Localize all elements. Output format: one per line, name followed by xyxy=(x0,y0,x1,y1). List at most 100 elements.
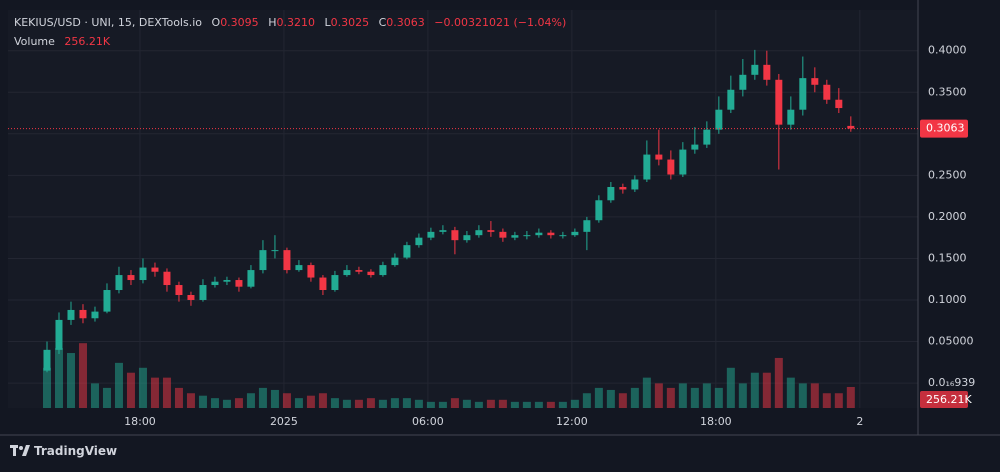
volume-bar xyxy=(366,398,375,408)
volume-bar xyxy=(438,401,447,408)
volume-bar xyxy=(330,398,339,408)
header-line: KEKIUS/USD · UNI, 15, DEXTools.io O0.309… xyxy=(14,16,566,29)
volume-bar xyxy=(678,383,687,408)
volume-bar xyxy=(318,393,327,408)
volume-bar xyxy=(510,401,519,408)
candle-body xyxy=(523,235,531,237)
candle-body xyxy=(391,257,399,266)
candle-body xyxy=(187,294,195,300)
candle-body xyxy=(403,245,411,258)
ohlc-value: 0.3025 xyxy=(330,16,370,29)
candle-body xyxy=(79,309,87,319)
y-tick-label: 0.3500 xyxy=(928,85,967,98)
x-tick-label: 2 xyxy=(856,415,863,428)
volume-bar xyxy=(690,387,699,408)
volume-bar xyxy=(222,399,231,408)
volume-bar xyxy=(162,377,171,408)
volume-bar xyxy=(258,387,267,408)
ohlc-value: 0.3095 xyxy=(220,16,259,29)
candle-body xyxy=(643,154,651,180)
volume-bar xyxy=(90,383,99,408)
volume-bar xyxy=(354,399,363,408)
candle-body xyxy=(847,125,855,129)
volume-bar xyxy=(582,393,591,408)
y-tick-label: 0.0₁₆939 xyxy=(928,376,975,389)
last-volume-tag xyxy=(920,391,968,408)
plot-background xyxy=(8,10,918,408)
candle-body xyxy=(283,250,291,271)
volume-bar xyxy=(846,386,855,408)
volume-bar xyxy=(66,353,75,408)
volume-bar xyxy=(822,393,831,408)
volume-bar xyxy=(414,399,423,408)
candle-body xyxy=(175,285,183,295)
candle-body xyxy=(439,230,447,232)
volume-value: 256.21K xyxy=(64,35,111,48)
candle-body xyxy=(355,270,363,272)
candle-body xyxy=(163,271,171,286)
candle-body xyxy=(271,250,279,252)
volume-bar xyxy=(378,399,387,408)
candle-body xyxy=(319,277,327,291)
candle-body xyxy=(43,349,51,371)
volume-bar xyxy=(714,387,723,408)
candle-body xyxy=(715,109,723,130)
volume-bar xyxy=(750,372,759,408)
candle-body xyxy=(259,250,267,271)
candle-body xyxy=(367,271,375,276)
y-tick-label: 0.1000 xyxy=(928,293,967,306)
volume-bar xyxy=(654,383,663,408)
volume-bar xyxy=(270,389,279,408)
volume-bar xyxy=(594,387,603,408)
y-tick-label: 0.05000 xyxy=(928,335,974,348)
candle-body xyxy=(463,235,471,241)
y-tick-label: 0.4000 xyxy=(928,44,967,57)
candle-body xyxy=(151,267,159,272)
ohlc-value: 0.3210 xyxy=(276,16,315,29)
volume-bar xyxy=(534,401,543,408)
candle-body xyxy=(631,179,639,190)
y-tick-label: 0.1500 xyxy=(928,251,967,264)
brand[interactable]: TradingView xyxy=(10,444,117,458)
ohlc-value: 0.3063 xyxy=(386,16,425,29)
candle-body xyxy=(811,78,819,85)
volume-bar xyxy=(498,399,507,408)
candle-body xyxy=(583,220,591,232)
candle-body xyxy=(67,309,75,320)
ohlc-key: C xyxy=(378,16,387,29)
candle-body xyxy=(487,230,495,232)
volume-bar xyxy=(246,393,255,408)
volume-bar xyxy=(426,401,435,408)
candle-body xyxy=(211,281,219,286)
volume-bar xyxy=(606,389,615,408)
x-tick-label: 06:00 xyxy=(412,415,444,428)
candle-body xyxy=(691,144,699,150)
candle-body xyxy=(679,149,687,175)
candle-body xyxy=(727,89,735,110)
candle-body xyxy=(511,235,519,238)
volume-bar xyxy=(522,401,531,408)
volume-bar xyxy=(102,387,111,408)
last-price-tag xyxy=(920,119,968,138)
volume-bar xyxy=(462,399,471,408)
volume-bar xyxy=(282,393,291,408)
candle-body xyxy=(703,129,711,145)
candle-body xyxy=(619,186,627,190)
candle-body xyxy=(415,237,423,246)
volume-bar xyxy=(150,377,159,408)
change: −0.00321021 (−1.04%) xyxy=(434,16,567,29)
volume-bar xyxy=(342,399,351,408)
y-tick-label: 0.2500 xyxy=(928,168,967,181)
candle-body xyxy=(235,280,243,287)
x-tick-label: 2025 xyxy=(270,415,298,428)
volume-bar xyxy=(738,383,747,408)
volume-bar xyxy=(486,399,495,408)
last-price-label: 0.3063 xyxy=(926,122,965,135)
brand-logo xyxy=(10,445,30,456)
candle-body xyxy=(595,200,603,221)
volume-bar xyxy=(702,383,711,408)
volume-bar xyxy=(210,398,219,408)
volume-bar xyxy=(126,372,135,408)
volume-line: Volume 256.21K xyxy=(14,35,110,48)
